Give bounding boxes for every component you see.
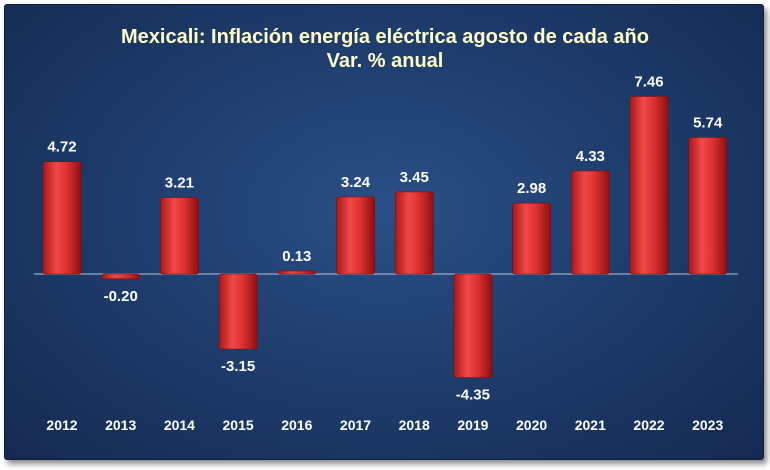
data-labels-group: 4.72 -0.20 3.21 -3.15 0.13 3.24 3.45 -4.35 2.98 4… [47, 74, 723, 404]
x-tick-label-2018: 2018 [399, 417, 430, 433]
x-tick-label-2020: 2020 [516, 417, 547, 433]
bar-2020 [512, 202, 551, 275]
data-label-2022: 7.46 [634, 74, 663, 91]
data-label-2019: -4.35 [456, 387, 490, 404]
bar-2018 [394, 191, 434, 275]
x-tick-label-2021: 2021 [575, 417, 606, 433]
x-tick-label-2016: 2016 [281, 417, 312, 433]
chart-subtitle: Var. % anual [327, 50, 444, 72]
data-label-2023: 5.74 [693, 114, 723, 131]
data-label-2016: 0.13 [282, 248, 311, 265]
bar-2022 [629, 96, 669, 275]
bars-group [42, 96, 728, 378]
x-tick-label-2013: 2013 [105, 417, 136, 433]
data-label-2012: 4.72 [47, 139, 76, 156]
x-tick-label-2023: 2023 [692, 417, 723, 433]
x-tick-label-2022: 2022 [633, 417, 664, 433]
bar-2019 [453, 273, 493, 378]
bar-2012 [42, 161, 82, 275]
data-label-2020: 2.98 [517, 180, 546, 197]
x-tick-label-2019: 2019 [457, 417, 488, 433]
x-tick-label-2012: 2012 [46, 417, 77, 433]
x-tick-label-2015: 2015 [223, 417, 254, 433]
bar-2023 [688, 137, 728, 275]
data-label-2018: 3.45 [400, 169, 429, 186]
data-label-2017: 3.24 [341, 174, 371, 191]
bar-2015 [218, 273, 258, 350]
bar-2013 [101, 273, 140, 280]
data-label-2015: -3.15 [221, 358, 255, 375]
data-label-2021: 4.33 [576, 148, 605, 165]
bar-2016 [277, 270, 317, 275]
x-tick-label-2014: 2014 [164, 417, 195, 433]
bar-2017 [336, 196, 375, 275]
data-label-2013: -0.20 [104, 288, 138, 305]
bar-2021 [570, 170, 610, 275]
x-tick-label-2017: 2017 [340, 417, 371, 433]
x-tick-labels-group: 2012 2013 2014 2015 2016 2017 2018 2019 2020 2021… [46, 417, 723, 433]
chart-title: Mexicali: Inflación energía eléctrica ag… [121, 26, 649, 48]
data-label-2014: 3.21 [165, 175, 194, 192]
bar-2014 [160, 197, 199, 275]
